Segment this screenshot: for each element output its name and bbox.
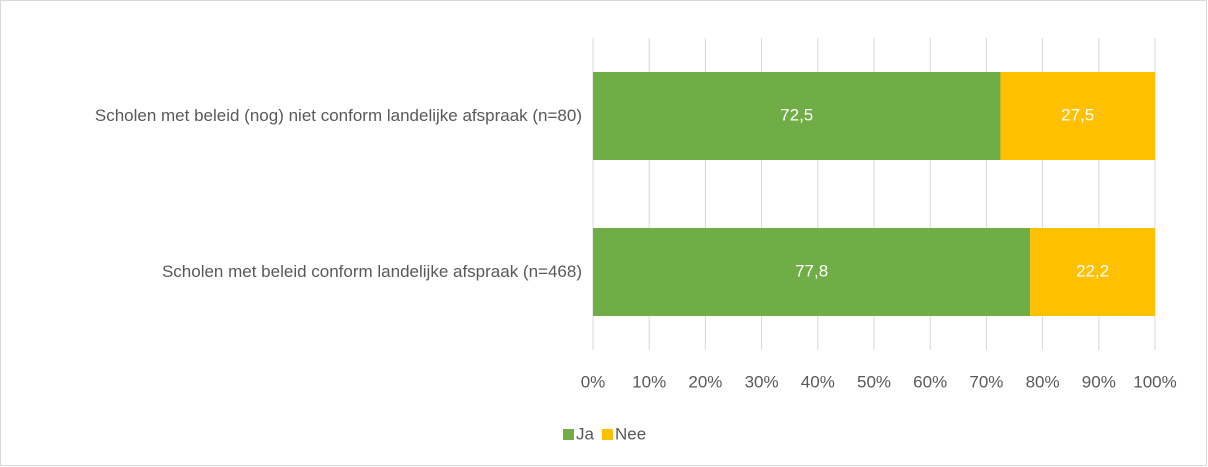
legend-label: Nee (615, 424, 646, 443)
x-tick-label: 40% (801, 372, 835, 391)
x-tick-label: 90% (1082, 372, 1116, 391)
x-tick-label: 80% (1026, 372, 1060, 391)
x-tick-label: 0% (581, 372, 606, 391)
x-tick-label: 100% (1133, 372, 1176, 391)
x-tick-label: 70% (969, 372, 1003, 391)
value-label: 77,8 (795, 261, 828, 280)
x-tick-label: 60% (913, 372, 947, 391)
y-tick-label: Scholen met beleid (nog) niet conform la… (94, 106, 582, 125)
legend-swatch (563, 429, 574, 440)
legend-swatch (601, 429, 613, 440)
x-tick-label: 30% (745, 372, 779, 391)
value-label: 27,5 (1061, 105, 1094, 124)
bar-segment (1000, 72, 1155, 160)
y-tick-label: Scholen met beleid conform landelijke af… (161, 262, 582, 281)
bar-segment (1030, 228, 1155, 316)
value-label: 22,2 (1076, 261, 1109, 280)
x-tick-label: 50% (857, 372, 891, 391)
legend-label: Ja (576, 424, 595, 443)
value-label: 72,5 (780, 105, 813, 124)
bar-segment (593, 228, 1031, 316)
x-tick-label: 20% (688, 372, 722, 391)
x-tick-label: 10% (632, 372, 666, 391)
bar-segment (593, 72, 1001, 160)
